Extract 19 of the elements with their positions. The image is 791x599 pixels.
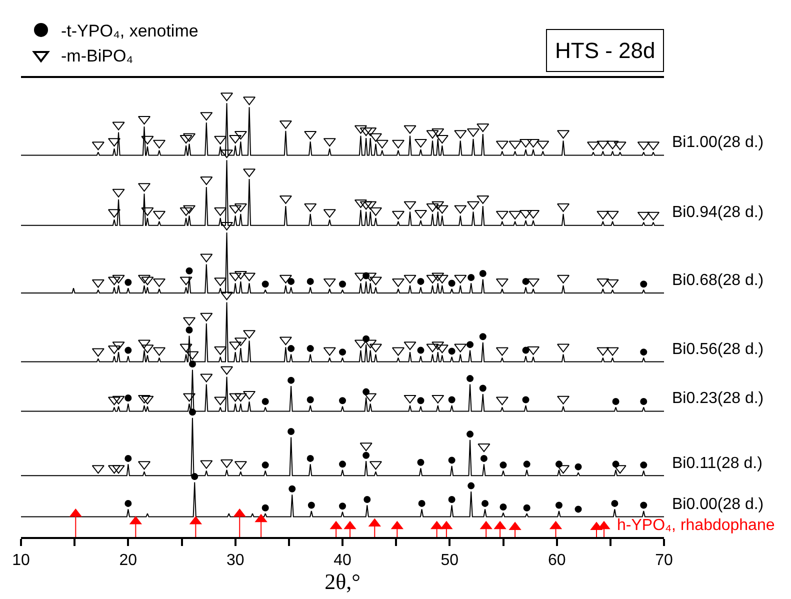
- x-tick-label: 50: [440, 552, 459, 570]
- x-tick-label: 60: [548, 552, 566, 570]
- series-label: Bi0.94(28 d.): [672, 204, 764, 221]
- x-tick-label: 10: [12, 552, 30, 570]
- series-label: Bi0.68(28 d.): [672, 272, 764, 289]
- x-axis-title: 2θ,°: [324, 569, 360, 594]
- series-label: h-YPO₄, rhabdophane: [617, 517, 775, 534]
- legend-label: -t-YPO₄, xenotime: [61, 22, 198, 41]
- x-tick-label: 40: [334, 552, 352, 570]
- series-label: Bi0.56(28 d.): [672, 341, 764, 358]
- chart-title: HTS - 28d: [555, 38, 656, 63]
- x-tick-label: 20: [119, 552, 138, 570]
- x-tick-label: 30: [226, 552, 244, 570]
- series-label: Bi0.11(28 d.): [672, 455, 762, 472]
- series-label: Bi1.00(28 d.): [672, 134, 764, 151]
- series-label: Bi0.23(28 d.): [672, 390, 764, 407]
- x-tick-label: 70: [655, 552, 673, 570]
- series-label: Bi0.00(28 d.): [672, 496, 764, 513]
- legend-label: -m-BiPO₄: [61, 46, 134, 66]
